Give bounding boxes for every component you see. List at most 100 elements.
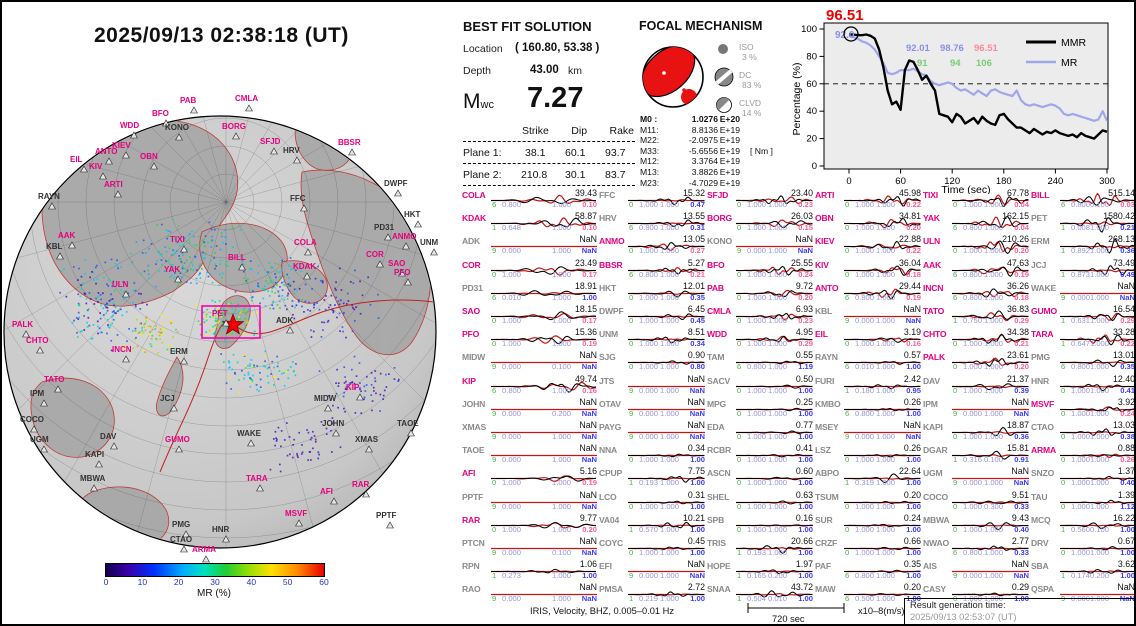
waveform-trace (491, 501, 597, 503)
waveform-row-pd31: PD31 18.91 6 0.010 1.000 1.00 (462, 281, 597, 304)
mr-dot (188, 233, 191, 235)
station-code: TATO (923, 306, 945, 316)
mr-dot (77, 293, 80, 296)
gain-value: 1.000 (767, 524, 787, 534)
mr-dot (249, 260, 252, 262)
station-code: JTS (599, 375, 615, 386)
mr-dot (293, 317, 296, 320)
gain-value: 1.000 (659, 478, 679, 488)
mr-dot (335, 382, 337, 384)
quality-flag: 6 (492, 385, 497, 395)
weight-value: 1.000 (1071, 432, 1091, 441)
station-code: SJG (599, 352, 616, 363)
fit-metric-value: 0.16 (906, 339, 921, 349)
station-triangle-icon (170, 404, 178, 412)
mr-dot (172, 249, 175, 252)
fit-metric-value: NaN (581, 432, 597, 441)
mr-dot (188, 242, 191, 244)
mr-dot (215, 320, 218, 323)
weight-value: 1.000 (1071, 478, 1091, 488)
map-station-label: ERM (170, 347, 188, 356)
weight-value: 0.648 (502, 223, 522, 233)
mr-dot (118, 308, 121, 311)
quality-flag: 0 (845, 223, 850, 233)
waveform-row-tato: TATO 36.83 1 0.750 1.000 0.29 (923, 304, 1029, 327)
mr-dot (271, 301, 274, 304)
map-station-label: YAK (164, 265, 180, 274)
gain-value: 1.000 (767, 223, 787, 233)
quality-flag: 6 (845, 571, 850, 581)
mr-dot (296, 452, 298, 455)
peak-amplitude-value: 0.35 (903, 559, 921, 570)
mr-dot (143, 326, 145, 329)
waveform-row-anmo: ANMO 13.05 0 1.000 1.000 0.27 (599, 234, 705, 257)
mr-dot (228, 367, 230, 369)
mr-dot (363, 398, 365, 401)
mr-dot (236, 317, 238, 319)
gain-value: 1.000 (983, 362, 1003, 372)
quality-flag: 0 (492, 524, 497, 534)
mr-dot (147, 273, 150, 276)
waveform-row-palk: PALK 23.61 0 1.000 1.000 0.20 (923, 350, 1029, 373)
annotation-count: 106 (976, 58, 992, 69)
peak-amplitude-value: 6.45 (687, 304, 705, 314)
mr-dot (243, 377, 245, 380)
mr-dot (223, 361, 225, 363)
mr-dot (347, 300, 350, 302)
mr-dot (352, 307, 354, 309)
mr-dot (137, 332, 140, 334)
mr-dot (193, 244, 195, 246)
waveform-row-sfjd: SFJD 23.40 0 1.000 1.000 0.23 (707, 188, 813, 211)
mr-dot (217, 322, 219, 324)
waveform-row-bfo: BFO 25.55 0 1.000 1.000 0.24 (707, 258, 813, 281)
depth-value: 43.00 (530, 64, 559, 76)
waveform-row-john: JOHN NaN 9 0.000 0.200 NaN (462, 397, 597, 420)
waveform-row-pmg: PMG 13.01 6 0.800 1.000 0.35 (1031, 350, 1134, 373)
peak-amplitude-value: 45.98 (898, 188, 921, 198)
station-code: TARA (1031, 329, 1054, 340)
graticule-meridian (225, 117, 316, 203)
peak-amplitude-value: NaN (903, 420, 921, 430)
mr-dot (259, 378, 262, 381)
mr-dot (245, 318, 247, 320)
mr-dot (218, 300, 221, 302)
fit-metric-value: 1.00 (798, 408, 813, 418)
station-triangle-icon (295, 519, 303, 527)
mr-dot (179, 238, 181, 240)
mr-dot (249, 267, 252, 270)
mr-dot (148, 247, 150, 250)
mr-dot (308, 301, 310, 304)
station-code: SAO (462, 306, 481, 316)
mr-dot (286, 308, 288, 311)
mr-dot (242, 333, 245, 336)
mr-dot (131, 261, 134, 264)
gain-value: 1.000 (659, 524, 679, 534)
map-station-label: HKT (404, 210, 421, 219)
fit-metric-value: 0.18 (906, 269, 921, 279)
waveform-trace (1060, 264, 1134, 276)
weight-value: 0.800 (963, 269, 983, 279)
waveform-row-spb: SPB 0.16 0 1.000 1.000 1.00 (707, 513, 813, 536)
fit-metric-value: 1.00 (690, 548, 705, 557)
mr-dot (214, 251, 216, 254)
mr-dot (185, 271, 188, 273)
station-code: EDA (707, 422, 725, 432)
quality-flag: 0 (953, 432, 958, 441)
mr-dot (336, 368, 338, 371)
waveform-trace (952, 592, 1029, 597)
mr-dot (256, 311, 259, 314)
quality-flag: 0 (629, 246, 634, 256)
waveform-trace (952, 500, 1029, 504)
quality-flag: 1 (1061, 246, 1066, 256)
mr-dot (106, 309, 109, 312)
gain-value: 1.000 (551, 339, 571, 349)
waveform-trace (844, 337, 921, 344)
mr-dot (181, 261, 183, 264)
mr-dot (215, 245, 218, 247)
weight-value: 1.000 (502, 478, 522, 488)
mr-dot (249, 378, 252, 380)
mr-dot (276, 284, 278, 287)
mr-dot (207, 241, 209, 244)
station-triangle-icon (384, 233, 392, 241)
peak-amplitude-value: 36.26 (1006, 280, 1029, 291)
